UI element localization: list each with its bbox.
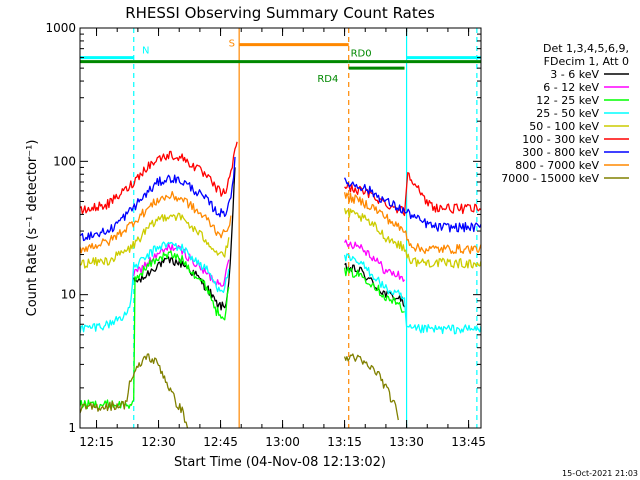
series-line xyxy=(80,141,238,215)
plot-area: N S RD0 RD4 xyxy=(80,28,481,428)
legend: Det 1,3,4,5,6,9,FDecim 1, Att 03 - 6 keV… xyxy=(501,42,629,185)
y-axis-label: Count Rate (s⁻¹ detector⁻¹) xyxy=(25,140,40,317)
y-tick-label: 100 xyxy=(53,154,76,168)
legend-entry-label: 3 - 6 keV xyxy=(550,68,599,81)
generation-timestamp: 15-Oct-2021 21:03 xyxy=(562,469,638,478)
series-line xyxy=(80,190,232,254)
series-line xyxy=(80,212,230,269)
legend-entry-label: 7000 - 15000 keV xyxy=(501,172,599,185)
legend-entry-label: 12 - 25 keV xyxy=(536,94,599,107)
legend-entry-label: 300 - 800 keV xyxy=(522,146,599,159)
flag-label: S xyxy=(229,39,235,50)
legend-entry-label: 6 - 12 keV xyxy=(543,81,599,94)
x-tick-label: 13:45 xyxy=(451,435,486,449)
chart-title: RHESSI Observing Summary Count Rates xyxy=(125,4,435,22)
series-line xyxy=(343,266,405,313)
axes: 1 10 100 1000 12:15 12:30 12:45 13:00 13:15 13:30… xyxy=(45,21,485,449)
x-tick-label: 12:30 xyxy=(141,435,176,449)
y-tick-label: 1000 xyxy=(45,21,76,35)
x-tick-label: 13:30 xyxy=(389,435,424,449)
legend-entry-label: 100 - 300 keV xyxy=(522,133,599,146)
legend-header: FDecim 1, Att 0 xyxy=(544,55,629,68)
series-line xyxy=(343,253,481,335)
legend-entry-label: 800 - 7000 keV xyxy=(515,159,599,172)
series-line xyxy=(80,353,189,428)
series-line xyxy=(343,208,481,269)
x-tick-label: 12:45 xyxy=(203,435,238,449)
flag-label: RD4 xyxy=(317,74,338,85)
series-line xyxy=(80,241,230,334)
series-line xyxy=(80,156,236,242)
x-axis-label: Start Time (04-Nov-08 12:13:02) xyxy=(174,455,386,470)
x-tick-label: 12:15 xyxy=(79,435,114,449)
legend-header: Det 1,3,4,5,6,9, xyxy=(543,42,629,55)
series-line xyxy=(80,250,230,410)
series-line xyxy=(343,192,481,255)
series-line xyxy=(344,239,406,282)
flag-label: N xyxy=(142,46,149,57)
y-tick-label: 1 xyxy=(68,421,76,435)
legend-entry-label: 25 - 50 keV xyxy=(536,107,599,120)
plot-content: N S RD0 RD4 xyxy=(80,28,481,428)
series-line xyxy=(343,353,399,421)
x-tick-label: 13:00 xyxy=(265,435,300,449)
y-tick-label: 10 xyxy=(61,288,76,302)
series-line xyxy=(344,177,481,233)
x-tick-label: 13:15 xyxy=(327,435,362,449)
plot-frame xyxy=(79,27,482,429)
flag-label: RD0 xyxy=(351,49,372,60)
legend-entry-label: 50 - 100 keV xyxy=(529,120,599,133)
